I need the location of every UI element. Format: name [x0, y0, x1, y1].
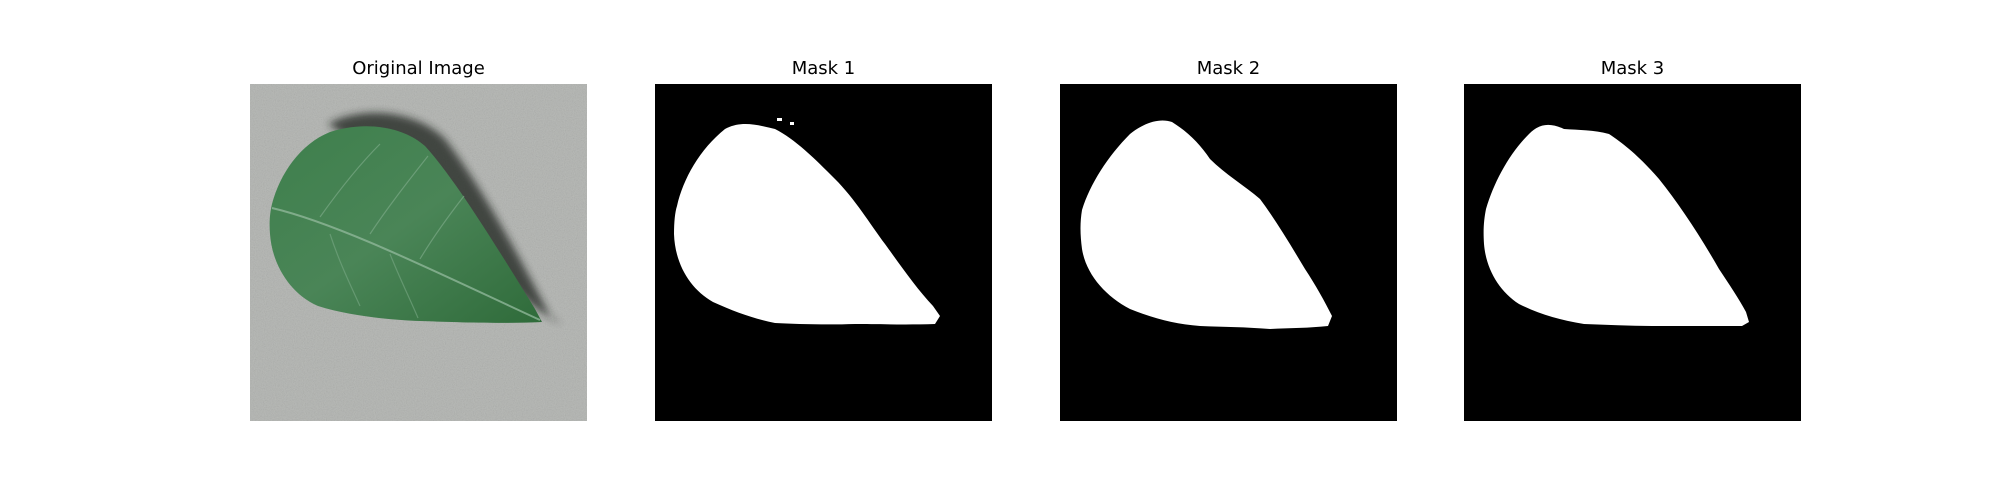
mask-speckle	[777, 118, 782, 121]
mask-image	[655, 84, 992, 421]
leaf-vein	[389, 253, 419, 319]
panel-title: Mask 2	[1196, 58, 1261, 79]
leaf-midrib	[271, 207, 541, 321]
panel-title: Mask 3	[1600, 58, 1665, 79]
mask-image	[1464, 84, 1801, 421]
leaf-shape	[269, 126, 542, 323]
panel-mask-1: Mask 1	[655, 0, 992, 500]
mask-speckle	[790, 122, 794, 125]
leaf-vein	[369, 155, 429, 235]
leaf-vein	[319, 143, 381, 218]
mask-image	[1060, 84, 1397, 421]
mask-region	[674, 124, 940, 325]
original-leaf-photo	[250, 84, 587, 421]
mask-region	[1080, 120, 1332, 329]
panel-original-image: Original Image	[250, 0, 587, 500]
panel-mask-3: Mask 3	[1464, 0, 1801, 500]
leaf-vein	[329, 233, 361, 307]
panel-title: Original Image	[352, 58, 485, 79]
leaf-vein	[419, 195, 465, 260]
panel-title: Mask 1	[791, 58, 856, 79]
panel-mask-2: Mask 2	[1060, 0, 1397, 500]
mask-region	[1483, 124, 1749, 326]
